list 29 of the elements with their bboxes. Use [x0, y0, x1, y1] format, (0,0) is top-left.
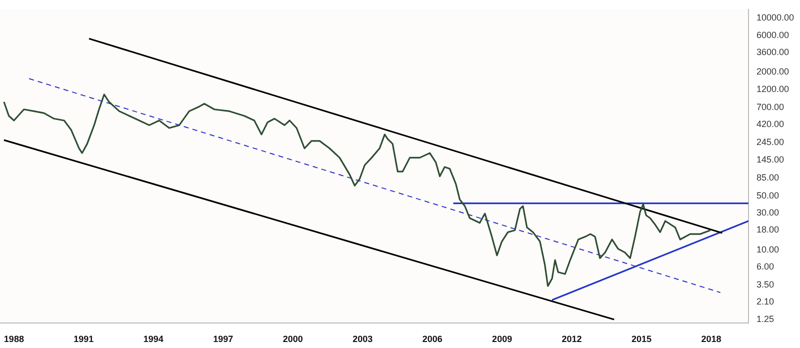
x-tick-label: 2000 [282, 334, 303, 344]
x-tick-label: 2003 [352, 334, 373, 344]
y-tick-label: 145.00 [756, 154, 784, 165]
x-tick-label: 1991 [74, 334, 94, 344]
y-tick-label: 1200.00 [756, 84, 790, 94]
x-tick-label: 1997 [213, 334, 234, 344]
y-tick-label: 245.00 [756, 137, 784, 148]
y-tick-label: 1.25 [756, 314, 774, 324]
x-tick-label: 2006 [422, 334, 442, 344]
y-tick-label: 6000.00 [756, 30, 790, 40]
y-tick-label: 85.00 [756, 172, 779, 183]
y-tick-label: 30.00 [756, 207, 779, 218]
y-tick-label: 420.00 [756, 118, 784, 129]
y-tick-label: 18.00 [756, 224, 779, 235]
x-tick-label: 2012 [562, 334, 582, 344]
x-tick-label: 2015 [632, 334, 652, 344]
y-tick-label: 6.00 [756, 261, 774, 272]
y-tick-label: 2.10 [756, 296, 774, 307]
x-tick-label: 1988 [4, 334, 24, 344]
y-tick-label: 3600.00 [756, 46, 790, 57]
y-tick-label: 3.50 [756, 279, 774, 290]
y-tick-label: 2000.00 [756, 66, 790, 77]
y-tick-label: 10.00 [756, 244, 779, 254]
x-tick-label: 2018 [701, 334, 722, 344]
y-tick-label: 10000.00 [756, 12, 794, 23]
x-tick-label: 2009 [492, 334, 512, 344]
x-tick-label: 1994 [143, 334, 164, 344]
y-tick-label: 50.00 [756, 190, 779, 200]
y-tick-label: 700.00 [756, 102, 784, 112]
